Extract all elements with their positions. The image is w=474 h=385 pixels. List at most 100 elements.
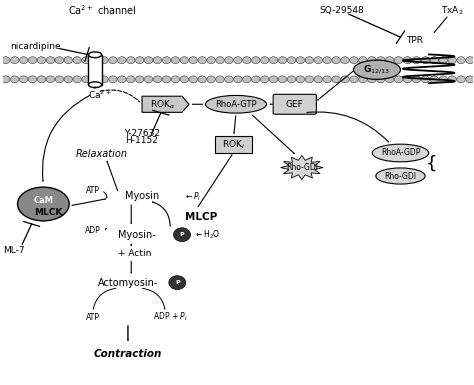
Text: ML-7: ML-7 (3, 246, 25, 254)
Ellipse shape (89, 52, 101, 58)
Circle shape (412, 57, 421, 64)
Text: P: P (180, 232, 184, 237)
Circle shape (64, 57, 73, 64)
Circle shape (385, 76, 394, 83)
Circle shape (269, 57, 278, 64)
Circle shape (359, 76, 367, 83)
Circle shape (46, 57, 55, 64)
Circle shape (180, 76, 189, 83)
Ellipse shape (205, 95, 266, 113)
Circle shape (367, 57, 376, 64)
Circle shape (385, 57, 394, 64)
Circle shape (82, 76, 91, 83)
Circle shape (314, 76, 322, 83)
Circle shape (252, 76, 260, 83)
Circle shape (350, 57, 358, 64)
Circle shape (394, 57, 403, 64)
Circle shape (46, 76, 55, 83)
Circle shape (10, 57, 19, 64)
Circle shape (305, 76, 313, 83)
Circle shape (136, 57, 144, 64)
Ellipse shape (354, 60, 401, 79)
Text: Rho-GDI: Rho-GDI (384, 171, 417, 181)
Circle shape (225, 76, 233, 83)
Circle shape (243, 57, 251, 64)
Circle shape (198, 76, 206, 83)
FancyBboxPatch shape (273, 94, 316, 114)
Circle shape (91, 57, 99, 64)
FancyBboxPatch shape (89, 55, 101, 85)
Circle shape (287, 57, 296, 64)
Polygon shape (281, 156, 323, 180)
Circle shape (1, 76, 10, 83)
Circle shape (287, 76, 296, 83)
Text: {: { (425, 155, 437, 173)
Circle shape (64, 76, 73, 83)
Circle shape (153, 76, 162, 83)
Text: G$_{12/13}$: G$_{12/13}$ (364, 64, 391, 76)
Text: Actomyosin-: Actomyosin- (98, 278, 158, 288)
Text: RhoA-GDP: RhoA-GDP (381, 149, 420, 157)
Circle shape (82, 57, 91, 64)
Circle shape (109, 76, 117, 83)
Circle shape (403, 57, 412, 64)
Text: ATP: ATP (86, 186, 100, 195)
Circle shape (37, 57, 46, 64)
Circle shape (269, 76, 278, 83)
Circle shape (278, 57, 287, 64)
Text: GEF: GEF (286, 100, 304, 109)
FancyBboxPatch shape (215, 136, 253, 153)
Circle shape (305, 57, 313, 64)
Circle shape (466, 76, 474, 83)
Circle shape (359, 57, 367, 64)
Circle shape (457, 76, 465, 83)
Text: P: P (175, 280, 180, 285)
Circle shape (19, 57, 28, 64)
Ellipse shape (376, 168, 425, 184)
Circle shape (216, 76, 224, 83)
Text: TPR: TPR (406, 37, 423, 45)
Circle shape (91, 76, 99, 83)
Circle shape (1, 57, 10, 64)
Text: Contraction: Contraction (94, 348, 162, 358)
Circle shape (367, 76, 376, 83)
Circle shape (100, 57, 108, 64)
Ellipse shape (372, 144, 428, 162)
Circle shape (394, 76, 403, 83)
Circle shape (198, 57, 206, 64)
Circle shape (55, 76, 64, 83)
Circle shape (341, 57, 349, 64)
Circle shape (127, 76, 135, 83)
Circle shape (439, 57, 447, 64)
Text: ADP: ADP (85, 226, 100, 235)
Circle shape (421, 57, 429, 64)
Circle shape (376, 76, 385, 83)
Text: $\leftarrow$H$_2$O: $\leftarrow$H$_2$O (194, 228, 220, 241)
Circle shape (252, 57, 260, 64)
Circle shape (243, 76, 251, 83)
Circle shape (145, 76, 153, 83)
Circle shape (234, 57, 242, 64)
Text: CaM: CaM (33, 196, 54, 206)
Text: ATP: ATP (86, 313, 100, 322)
Circle shape (10, 76, 19, 83)
Circle shape (323, 57, 331, 64)
Circle shape (55, 57, 64, 64)
Circle shape (171, 76, 180, 83)
Circle shape (109, 57, 117, 64)
Circle shape (403, 76, 412, 83)
Text: TxA$_2$: TxA$_2$ (441, 4, 464, 17)
Circle shape (448, 57, 456, 64)
Circle shape (439, 76, 447, 83)
Circle shape (278, 76, 287, 83)
Text: + Actin: + Actin (118, 249, 152, 258)
Circle shape (118, 76, 126, 83)
Circle shape (207, 57, 215, 64)
Circle shape (189, 76, 198, 83)
Circle shape (145, 57, 153, 64)
Circle shape (323, 76, 331, 83)
Circle shape (216, 57, 224, 64)
Circle shape (430, 57, 438, 64)
Text: Rho-GDI: Rho-GDI (286, 163, 318, 172)
Circle shape (207, 76, 215, 83)
